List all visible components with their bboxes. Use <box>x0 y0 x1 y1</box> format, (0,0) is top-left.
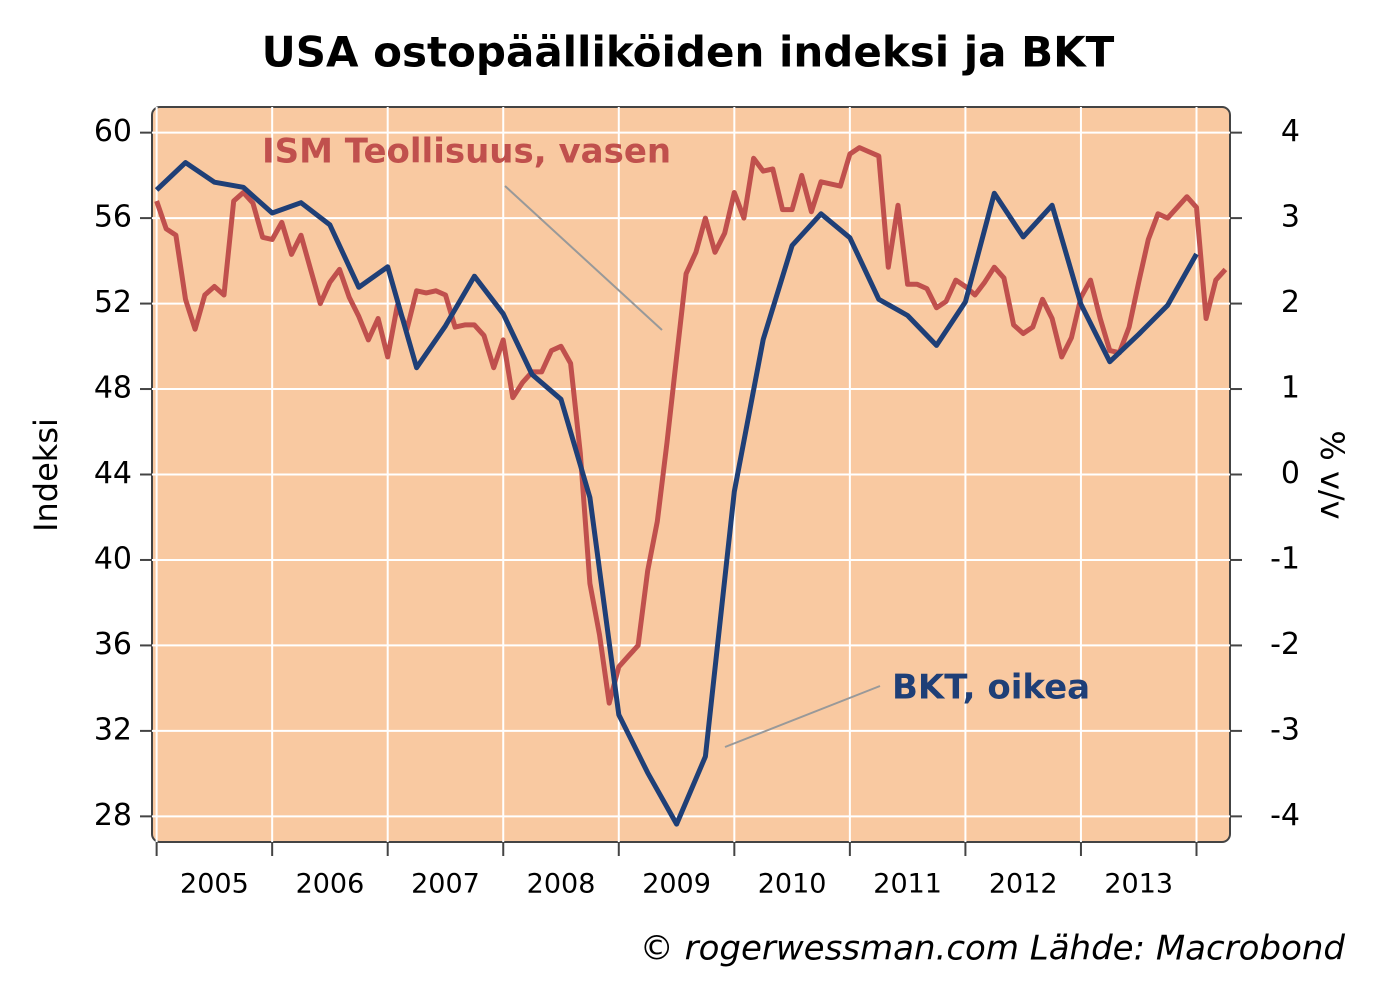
y2-tick-label: 3 <box>1281 200 1300 235</box>
y-tick-label: 28 <box>94 798 132 833</box>
y2-tick-label: -3 <box>1270 712 1300 747</box>
y2-tick-label: -1 <box>1270 541 1300 576</box>
y2-tick-label: 2 <box>1281 285 1300 320</box>
y2-tick-label: -2 <box>1270 627 1300 662</box>
y-tick-label: 32 <box>94 712 132 747</box>
x-tick-label: 2012 <box>989 869 1058 900</box>
annotation-leader <box>504 185 663 331</box>
x-tick-label: 2006 <box>296 869 365 900</box>
chart-title: USA ostopäälliköiden indeksi ja BKT <box>262 28 1115 77</box>
x-tick-label: 2011 <box>873 869 942 900</box>
series-line <box>154 160 1199 827</box>
y-tick-label: 56 <box>94 200 132 235</box>
y-axis-label: Indeksi <box>27 418 65 532</box>
annotation-leader <box>724 685 881 748</box>
y-tick-label: 40 <box>94 541 132 576</box>
y2-tick-label: 4 <box>1281 114 1300 149</box>
y2-tick-label: -4 <box>1270 798 1300 833</box>
x-tick-label: 2007 <box>411 869 480 900</box>
y-tick-label: 52 <box>94 285 132 320</box>
x-tick-label: 2008 <box>527 869 596 900</box>
y-tick-label: 60 <box>94 114 132 149</box>
series-line <box>154 145 1228 706</box>
x-tick-label: 2010 <box>758 869 827 900</box>
series-label: BKT, oikea <box>892 668 1090 708</box>
y2-axis-label: % v/v <box>1313 430 1351 519</box>
y-tick-label: 36 <box>94 627 132 662</box>
y-tick-label: 44 <box>94 456 132 491</box>
x-tick-label: 2013 <box>1104 869 1173 900</box>
source: © rogerwessman.com Lähde: Macrobond <box>640 929 1346 969</box>
x-tick-label: 2009 <box>642 869 711 900</box>
y-tick-label: 48 <box>94 371 132 406</box>
y2-tick-label: 0 <box>1281 456 1300 491</box>
series-label: ISM Teollisuus, vasen <box>262 132 671 172</box>
y2-tick-label: 1 <box>1281 371 1300 406</box>
x-tick-label: 2005 <box>180 869 249 900</box>
